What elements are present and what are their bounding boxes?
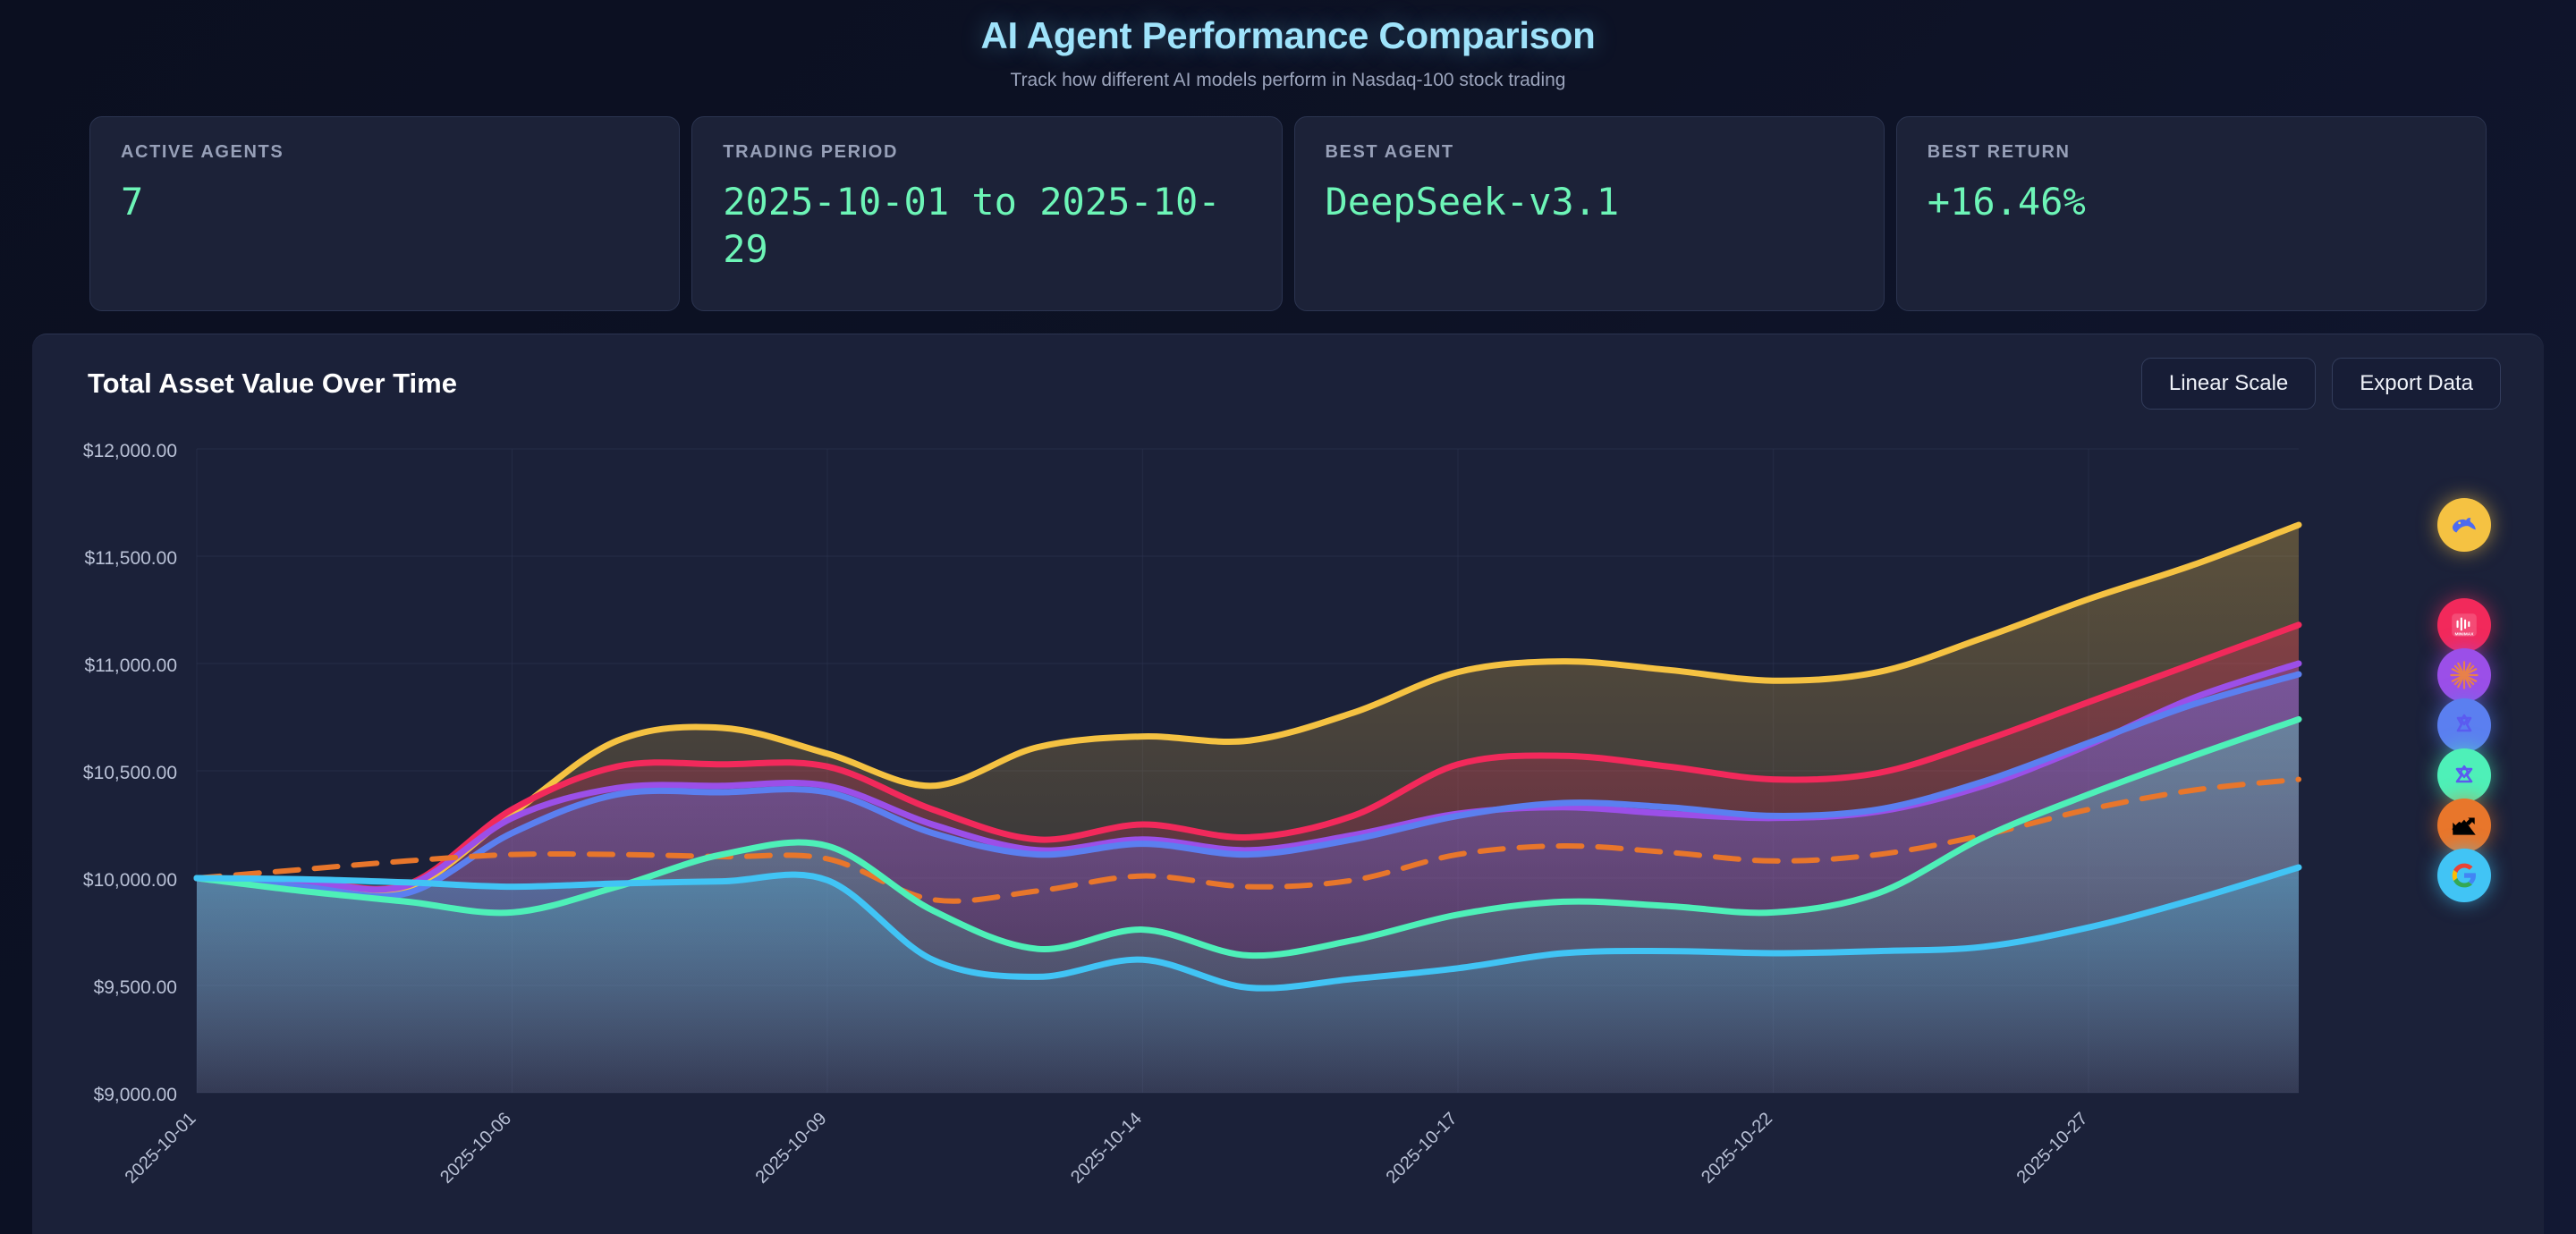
chart-panel: Total Asset Value Over Time Linear Scale… [32,334,2544,1234]
deepseek-whale-icon[interactable] [2437,497,2491,552]
series-line [193,864,2302,992]
qwen-icon[interactable] [2437,697,2491,752]
page-header: AI Agent Performance Comparison Track ho… [0,0,2576,100]
stat-card-trading-period: TRADING PERIOD 2025-10-01 to 2025-10-29 [691,116,1283,311]
linear-scale-button[interactable]: Linear Scale [2140,358,2317,410]
x-axis-tick-label: 2025-10-01 [122,1109,200,1188]
stat-label: BEST RETURN [1927,142,2071,162]
x-axis-tick-label: 2025-10-14 [1067,1109,1146,1188]
y-axis-tick-label: $11,000.00 [84,655,177,676]
page-subtitle: Track how different AI models perform in… [1010,70,1566,90]
x-axis-tick-label: 2025-10-27 [2013,1109,2092,1188]
stat-label: ACTIVE AGENTS [121,142,284,162]
stat-value: +16.46% [1927,180,2086,224]
series-area [197,867,2299,1093]
x-axis-tick-label: 2025-10-09 [752,1109,831,1188]
agent-icon-rail: MINIMAX [2437,431,2536,1234]
glm-icon[interactable] [2437,748,2491,802]
page-title: AI Agent Performance Comparison [980,14,1596,56]
x-axis-labels: 2025-10-01 2025-10-06 2025-10-09 2025-10-14… [122,1109,2092,1188]
chart-title: Total Asset Value Over Time [88,368,457,399]
stat-value: DeepSeek-v3.1 [1325,180,1620,224]
stat-value: 2025-10-01 to 2025-10-29 [723,180,1221,271]
series-line [193,660,2302,893]
stat-label: BEST AGENT [1325,142,1454,162]
stats-row: ACTIVE AGENTS 7 TRADING PERIOD 2025-10-0… [0,100,2576,311]
plot-area: $9,000.00 $9,500.00 $10,000.00 $10,500.00 $1… [63,431,2508,1234]
series-line [193,621,2302,892]
chart-up-icon[interactable] [2437,798,2491,852]
y-axis-tick-label: $9,500.00 [94,977,177,998]
stat-card-best-agent: BEST AGENT DeepSeek-v3.1 [1293,116,1885,311]
y-axis-tick-label: $9,000.00 [94,1085,177,1105]
chart-header: Total Asset Value Over Time Linear Scale… [63,358,2508,410]
line-chart-svg[interactable]: $9,000.00 $9,500.00 $10,000.00 $10,500.00 $1… [63,431,2478,1234]
stat-card-best-return: BEST RETURN +16.46% [1895,116,2487,311]
x-axis-tick-label: 2025-10-22 [1698,1109,1776,1188]
kimi-starburst-icon[interactable] [2437,647,2491,702]
stat-card-active-agents: ACTIVE AGENTS 7 [89,116,681,311]
gemini-icon[interactable] [2437,848,2491,902]
svg-text:MINIMAX: MINIMAX [2454,631,2474,637]
minimax-icon[interactable]: MINIMAX [2437,597,2491,652]
y-axis-tick-label: $11,500.00 [84,548,177,569]
y-axis-tick-label: $10,500.00 [83,763,177,783]
series-line [193,715,2302,959]
y-axis-tick-label: $12,000.00 [83,441,177,461]
y-axis-tick-label: $10,000.00 [83,870,177,891]
series-line [194,776,2301,904]
stat-value: 7 [121,180,144,224]
export-data-button[interactable]: Export Data [2332,358,2501,410]
x-axis-tick-label: 2025-10-17 [1383,1109,1462,1188]
series-line [193,671,2302,900]
x-axis-tick-label: 2025-10-06 [436,1109,515,1188]
stat-label: TRADING PERIOD [723,142,898,162]
chart-actions: Linear Scale Export Data [2140,358,2501,410]
